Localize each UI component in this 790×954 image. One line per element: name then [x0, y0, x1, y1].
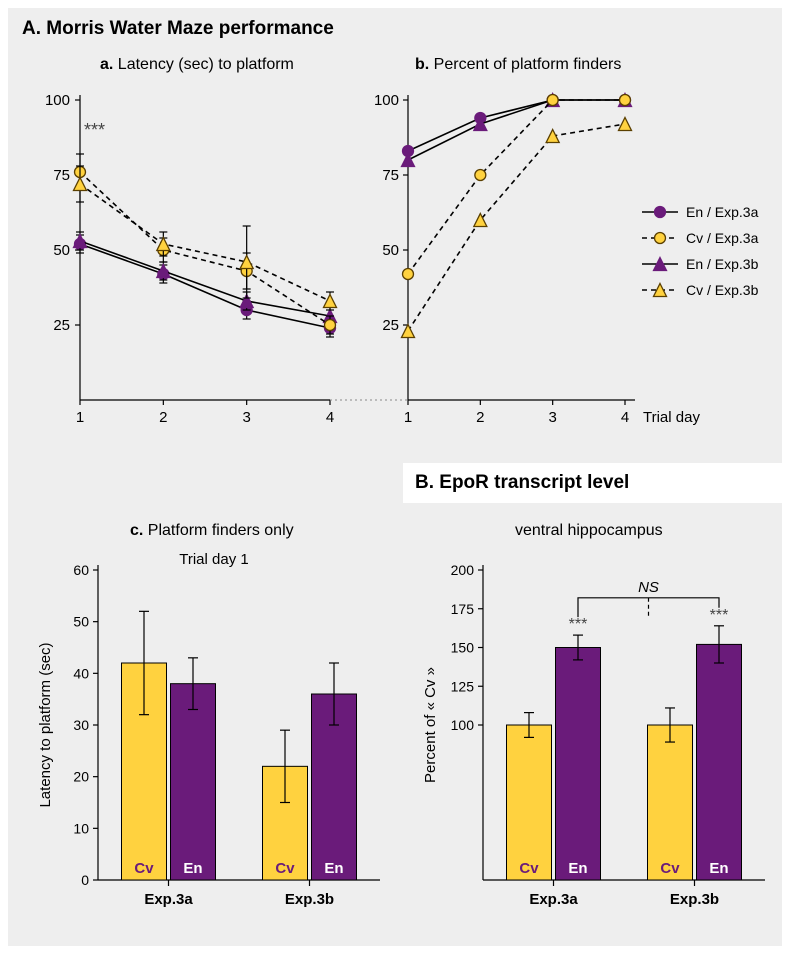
- chart-a-title: a. Latency (sec) to platform: [100, 56, 294, 74]
- svg-text:20: 20: [73, 769, 89, 785]
- svg-text:En: En: [568, 860, 587, 877]
- legend: En / Exp.3a Cv / Exp.3a En / Exp.3b Cv / Ex…: [640, 200, 785, 320]
- svg-text:Exp.3b: Exp.3b: [285, 891, 334, 908]
- svg-text:Cv: Cv: [519, 860, 539, 877]
- svg-text:75: 75: [53, 167, 70, 184]
- chart-a: 2550751001234***: [30, 80, 370, 440]
- svg-text:Exp.3a: Exp.3a: [529, 891, 578, 908]
- svg-text:En: En: [324, 860, 343, 877]
- panel-b-title: B. EpoR transcript level: [415, 472, 629, 494]
- svg-text:NS: NS: [638, 579, 659, 596]
- svg-text:175: 175: [451, 601, 475, 617]
- svg-text:25: 25: [53, 317, 70, 334]
- chart-b-prefix: b.: [415, 56, 429, 73]
- axis-connector: [330, 80, 420, 440]
- svg-text:Cv: Cv: [134, 860, 154, 877]
- svg-text:Cv: Cv: [275, 860, 295, 877]
- chart-B: 100 125 150 175 200 Percent of « Cv » Cv En *** C…: [415, 540, 785, 940]
- svg-text:2: 2: [476, 409, 484, 426]
- svg-text:Exp.3b: Exp.3b: [670, 891, 719, 908]
- chart-b-title: b. Percent of platform finders: [415, 56, 621, 74]
- svg-text:Latency to platform (sec): Latency to platform (sec): [37, 642, 54, 807]
- svg-text:Trial day: Trial day: [643, 409, 700, 426]
- svg-text:200: 200: [451, 562, 475, 578]
- svg-text:1: 1: [76, 409, 84, 426]
- chart-b: 2550751001234Trial day: [390, 80, 650, 440]
- chart-b-text: Percent of platform finders: [434, 56, 622, 73]
- chart-c-text: Platform finders only: [148, 522, 294, 539]
- panel-b-subtitle: ventral hippocampus: [515, 522, 663, 540]
- chart-c: 0 10 20 30 40 50 60 Latency to platform (sec) Tr…: [30, 540, 400, 940]
- svg-text:30: 30: [73, 717, 89, 733]
- svg-text:125: 125: [451, 678, 475, 694]
- svg-text:50: 50: [53, 242, 70, 259]
- figure-root: A. Morris Water Maze performance a. Late…: [0, 0, 790, 954]
- svg-text:***: ***: [569, 616, 588, 633]
- svg-text:100: 100: [45, 92, 70, 109]
- svg-text:En: En: [183, 860, 202, 877]
- svg-text:100: 100: [451, 717, 475, 733]
- svg-text:4: 4: [621, 409, 629, 426]
- svg-text:En / Exp.3b: En / Exp.3b: [686, 256, 759, 272]
- svg-text:10: 10: [73, 820, 89, 836]
- svg-text:Exp.3a: Exp.3a: [144, 891, 193, 908]
- svg-text:3: 3: [548, 409, 556, 426]
- svg-text:0: 0: [81, 872, 89, 888]
- panel-a-title: A. Morris Water Maze performance: [22, 18, 334, 40]
- svg-text:Cv / Exp.3b: Cv / Exp.3b: [686, 282, 759, 298]
- svg-text:En: En: [709, 860, 728, 877]
- chart-a-text: Latency (sec) to platform: [118, 56, 294, 73]
- svg-text:***: ***: [84, 120, 105, 140]
- svg-text:3: 3: [242, 409, 250, 426]
- svg-text:En / Exp.3a: En / Exp.3a: [686, 204, 759, 220]
- chart-c-title: c. Platform finders only: [130, 522, 294, 540]
- svg-text:60: 60: [73, 562, 89, 578]
- svg-text:Cv: Cv: [660, 860, 680, 877]
- svg-text:50: 50: [73, 614, 89, 630]
- svg-text:Cv / Exp.3a: Cv / Exp.3a: [686, 230, 759, 246]
- chart-c-prefix: c.: [130, 522, 143, 539]
- chart-a-prefix: a.: [100, 56, 113, 73]
- svg-text:2: 2: [159, 409, 167, 426]
- svg-text:Trial day 1: Trial day 1: [179, 551, 248, 568]
- svg-text:Percent of « Cv »: Percent of « Cv »: [422, 667, 439, 783]
- svg-text:***: ***: [710, 607, 729, 624]
- svg-text:150: 150: [451, 640, 475, 656]
- svg-text:40: 40: [73, 665, 89, 681]
